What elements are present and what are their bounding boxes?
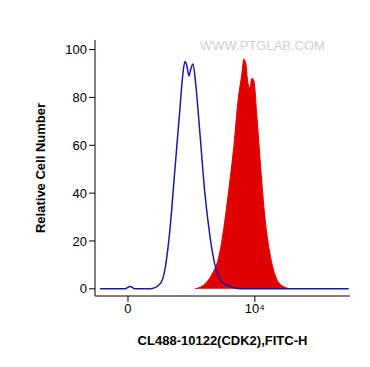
svg-text:20: 20 — [73, 234, 87, 249]
svg-text:80: 80 — [73, 90, 87, 105]
svg-text:40: 40 — [73, 186, 87, 201]
svg-text:60: 60 — [73, 138, 87, 153]
svg-text:0: 0 — [124, 301, 131, 316]
svg-text:CL488-10122(CDK2),FITC-H: CL488-10122(CDK2),FITC-H — [138, 333, 308, 348]
svg-text:100: 100 — [65, 42, 87, 57]
svg-text:10⁴: 10⁴ — [245, 301, 265, 316]
html-text:WWW.PTGLAB.COM: WWW.PTGLAB.COM — [200, 38, 325, 53]
svg-text:0: 0 — [80, 281, 87, 296]
svg-text:Relative Cell Number: Relative Cell Number — [33, 103, 48, 233]
